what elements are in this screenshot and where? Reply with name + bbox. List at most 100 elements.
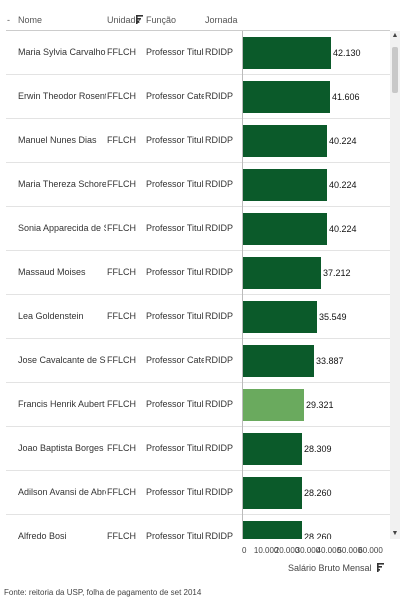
table-row[interactable]: Maria Thereza Schorer PetroneFFLCH Profes…: [0, 163, 390, 207]
table-row[interactable]: Manuel Nunes Dias FFLCH Professor TitularR…: [0, 119, 390, 163]
salary-bar[interactable]: [243, 345, 314, 377]
table-row[interactable]: Jose Cavalcante de SouzaFFLCH Professor C…: [0, 339, 390, 383]
salary-value-label: 28.260: [304, 532, 332, 539]
cell-nome: Jose Cavalcante de Souza: [18, 355, 106, 365]
salary-bar[interactable]: [243, 125, 327, 157]
column-header-funcao[interactable]: Função: [146, 15, 177, 25]
cell-jornada: RDIDP: [205, 223, 234, 233]
scroll-up-arrow-icon[interactable]: ▲: [391, 32, 399, 39]
cell-jornada: RDIDP: [205, 135, 234, 145]
salary-value-label: 35.549: [319, 312, 347, 322]
sort-indicator[interactable]: -: [7, 15, 10, 25]
x-tick-label: 50.000: [337, 546, 362, 555]
salary-bar[interactable]: [243, 433, 302, 465]
salary-value-label: 40.224: [329, 180, 357, 190]
table-row[interactable]: Lea Goldenstein FFLCH Professor TitularRDI…: [0, 295, 390, 339]
salary-value-label: 29.321: [306, 400, 334, 410]
salary-bar[interactable]: [243, 257, 321, 289]
cell-jornada: RDIDP: [205, 355, 234, 365]
row-divider: [6, 338, 390, 339]
cell-unidade: FFLCH: [107, 179, 136, 189]
row-divider: [6, 206, 390, 207]
salary-value-label: 28.309: [304, 444, 332, 454]
table-row[interactable]: Massaud Moises FFLCH Professor TitularRDID…: [0, 251, 390, 295]
cell-nome: Adilson Avansi de Abreu: [18, 487, 106, 497]
cell-funcao: Professor Titular: [146, 487, 204, 497]
cell-unidade: FFLCH: [107, 267, 136, 277]
cell-unidade: FFLCH: [107, 443, 136, 453]
x-tick-label: 0: [242, 546, 247, 555]
row-divider: [6, 514, 390, 515]
salary-value-label: 42.130: [333, 48, 361, 58]
cell-funcao: Professor Catedratico: [146, 91, 204, 101]
salary-value-label: 33.887: [316, 356, 344, 366]
cell-unidade: FFLCH: [107, 135, 136, 145]
row-divider: [6, 294, 390, 295]
x-tick-label: 20.000: [274, 546, 300, 555]
table-row[interactable]: Erwin Theodor RosenthalFFLCH Professor Ca…: [0, 75, 390, 119]
column-header-nome[interactable]: Nome: [18, 15, 43, 25]
cell-funcao: Professor Titular: [146, 399, 204, 409]
cell-unidade: FFLCH: [107, 487, 136, 497]
salary-bar[interactable]: [243, 169, 327, 201]
cell-nome: Lea Goldenstein: [18, 311, 84, 321]
axis-filter-icon[interactable]: [377, 563, 385, 572]
table-row[interactable]: Maria Sylvia Carvalho FrancoFFLCH Profess…: [0, 31, 390, 75]
x-tick-label: 30.000: [295, 546, 321, 555]
x-tick-label: 60.000: [358, 546, 383, 555]
cell-funcao: Professor Titular: [146, 267, 204, 277]
header-divider: [6, 30, 390, 31]
salary-bar[interactable]: [243, 37, 331, 69]
salary-bar[interactable]: [243, 213, 327, 245]
vertical-scrollbar[interactable]: ▲ ▼: [390, 31, 400, 539]
table-row[interactable]: Francis Henrik Aubert FFLCH Professor Titu…: [0, 383, 390, 427]
salary-bar[interactable]: [243, 521, 302, 539]
scroll-thumb[interactable]: [392, 47, 398, 93]
cell-jornada: RDIDP: [205, 267, 234, 277]
salary-bar[interactable]: [243, 389, 304, 421]
bar-axis-line: [242, 31, 243, 539]
cell-nome: Sonia Apparecida de Siqueira: [18, 223, 106, 233]
row-divider: [6, 426, 390, 427]
scroll-down-arrow-icon[interactable]: ▼: [391, 530, 399, 537]
x-axis-label: Salário Bruto Mensal: [288, 563, 385, 573]
row-divider: [6, 470, 390, 471]
cell-jornada: RDIDP: [205, 179, 234, 189]
column-header-unidade[interactable]: Unidade: [107, 15, 141, 25]
cell-nome: Manuel Nunes Dias: [18, 135, 97, 145]
cell-unidade: FFLCH: [107, 311, 136, 321]
cell-nome: Erwin Theodor Rosenthal: [18, 91, 106, 101]
table-body: Maria Sylvia Carvalho Franco FFLCH Profess…: [0, 31, 390, 539]
row-divider: [6, 382, 390, 383]
salary-bar[interactable]: [243, 301, 317, 333]
cell-unidade: FFLCH: [107, 355, 136, 365]
x-tick-label: 10.000: [253, 546, 279, 555]
cell-funcao: Professor Titular: [146, 311, 204, 321]
filter-icon[interactable]: [136, 15, 143, 25]
cell-jornada: RDIDP: [205, 91, 234, 101]
cell-jornada: RDIDP: [205, 531, 234, 539]
cell-unidade: FFLCH: [107, 399, 136, 409]
salary-value-label: 41.606: [332, 92, 360, 102]
cell-jornada: RDIDP: [205, 47, 234, 57]
row-divider: [6, 250, 390, 251]
row-divider: [6, 162, 390, 163]
cell-nome: Joao Baptista Borges Pereira: [18, 443, 106, 453]
table-row[interactable]: Alfredo Bosi FFLCH Professor TitularRDIDP 2…: [0, 515, 390, 539]
table-row[interactable]: Sonia Apparecida de SiqueiraFFLCH Profess…: [0, 207, 390, 251]
row-divider: [6, 118, 390, 119]
table-row[interactable]: Adilson Avansi de Abreu FFLCH Professor Ti…: [0, 471, 390, 515]
x-tick-label: 40.000: [316, 546, 342, 555]
cell-nome: Francis Henrik Aubert: [18, 399, 105, 409]
salary-bar[interactable]: [243, 81, 330, 113]
cell-funcao: Professor Titular: [146, 47, 204, 57]
cell-nome: Maria Sylvia Carvalho Franco: [18, 47, 106, 57]
table-row[interactable]: Joao Baptista Borges PereiraFFLCH Profess…: [0, 427, 390, 471]
cell-nome: Alfredo Bosi: [18, 531, 67, 539]
cell-jornada: RDIDP: [205, 443, 234, 453]
salary-bar[interactable]: [243, 477, 302, 509]
cell-unidade: FFLCH: [107, 531, 136, 539]
row-divider: [6, 74, 390, 75]
column-header-jornada[interactable]: Jornada: [205, 15, 238, 25]
cell-funcao: Professor Titular: [146, 223, 204, 233]
